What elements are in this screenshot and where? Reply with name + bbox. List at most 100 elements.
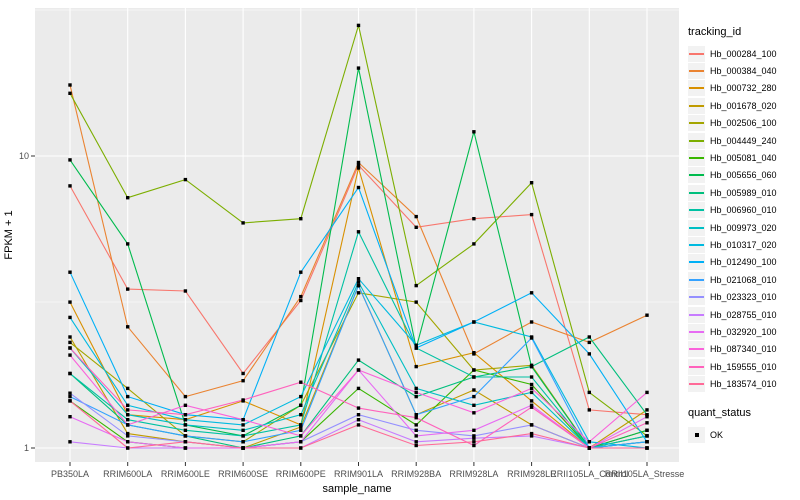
data-point <box>183 403 188 407</box>
legend-key-swatch <box>688 63 705 80</box>
legend-line-icon <box>689 157 704 160</box>
data-point <box>356 368 361 372</box>
data-point <box>183 394 188 399</box>
data-point <box>645 413 649 417</box>
x-tick-label: RRIM600LA <box>103 469 152 479</box>
data-point <box>356 291 361 295</box>
data-point <box>356 23 361 28</box>
data-point <box>183 434 188 438</box>
data-point <box>299 446 303 450</box>
legend-key-swatch <box>688 323 705 340</box>
data-point <box>414 434 418 438</box>
x-tick-label: RRIM928BA <box>391 469 441 479</box>
y-axis-title: FPKM + 1 <box>3 210 15 259</box>
data-point <box>529 181 534 185</box>
legend-item: Hb_183574_010 <box>688 375 800 393</box>
data-point <box>68 371 72 376</box>
legend-item: Hb_004449_240 <box>688 132 800 149</box>
data-point <box>126 287 130 291</box>
legend-item-label: Hb_001678_020 <box>710 100 777 111</box>
legend-item-label: Hb_000732_280 <box>710 83 777 94</box>
data-point <box>414 225 418 229</box>
legend-item-label: Hb_005989_010 <box>710 187 777 198</box>
series-points <box>68 23 649 450</box>
data-point <box>414 416 418 420</box>
data-point <box>414 214 418 219</box>
legend-key-swatch <box>688 376 705 393</box>
data-point <box>183 413 188 417</box>
data-point <box>299 217 303 221</box>
legend-item: Hb_012490_100 <box>688 254 800 271</box>
legend-item-label: OK <box>710 429 724 440</box>
data-point <box>645 390 649 395</box>
data-point <box>68 391 72 395</box>
data-point <box>241 379 245 383</box>
legend-item: Hb_032920_100 <box>688 323 800 340</box>
data-point <box>241 440 245 444</box>
data-point <box>645 446 649 450</box>
legend-item: Hb_009973_020 <box>688 219 800 236</box>
data-point <box>414 390 418 395</box>
x-tick-label: RRIM928LA <box>449 469 498 479</box>
data-point <box>126 242 130 246</box>
data-point <box>299 413 303 417</box>
legend-key-swatch <box>688 271 705 288</box>
x-tick-label: PB350LA <box>51 469 89 479</box>
legend-key-swatch <box>688 254 705 271</box>
legend-line-icon <box>689 174 704 177</box>
data-point <box>68 158 72 162</box>
data-point <box>241 221 245 225</box>
data-point <box>183 446 188 450</box>
legend-item-label: Hb_032920_100 <box>710 326 777 337</box>
data-point <box>529 434 534 438</box>
data-point <box>299 428 303 432</box>
legend-item: Hb_000384_040 <box>688 62 800 80</box>
x-tick-label: RRII105LA_Control <box>550 469 628 479</box>
data-point <box>126 403 130 407</box>
data-point <box>299 434 303 438</box>
data-point <box>126 386 130 391</box>
legend-key-swatch <box>688 341 705 358</box>
data-point <box>356 160 361 165</box>
legend-item-label: Hb_006960_010 <box>710 205 777 216</box>
data-point <box>241 398 245 402</box>
data-point <box>68 353 72 357</box>
legend-key-swatch <box>688 167 705 184</box>
legend-item-label: Hb_005081_040 <box>710 153 777 164</box>
legend-item-label: Hb_159555_010 <box>710 361 777 372</box>
legend-item-label: Hb_021068_010 <box>710 274 777 285</box>
legend-item-label: Hb_005656_060 <box>710 170 777 181</box>
data-point <box>183 289 188 293</box>
legend-line-icon <box>689 139 704 142</box>
data-point <box>414 346 418 350</box>
legend-line-icon <box>689 296 704 299</box>
data-point <box>645 313 649 317</box>
legend-item-label: Hb_023323_010 <box>710 292 777 303</box>
legend-panel: tracking_id Hb_000284_100 Hb_000384_040 Hb… <box>688 26 800 443</box>
legend-item: Hb_005081_040 <box>688 149 800 167</box>
data-point <box>529 364 534 369</box>
legend-item: Hb_006960_010 <box>688 202 800 219</box>
data-point <box>587 440 591 444</box>
data-point <box>68 415 72 419</box>
legend-key-swatch <box>688 219 705 236</box>
legend-key-swatch <box>688 150 705 167</box>
data-point <box>529 382 534 387</box>
data-point <box>645 428 649 432</box>
legend-key-swatch <box>688 97 705 114</box>
legend-line-icon <box>689 365 704 368</box>
data-point <box>126 325 130 329</box>
data-point <box>126 394 130 399</box>
data-point <box>645 408 649 412</box>
data-point <box>183 177 188 182</box>
legend-title-quant-status: quant_status <box>688 406 751 419</box>
data-point <box>126 431 130 436</box>
x-tick-label: RRIM901LA <box>334 469 383 479</box>
legend-item-label: Hb_028755_010 <box>710 309 777 320</box>
legend-line-icon <box>689 261 704 264</box>
data-point <box>414 300 418 304</box>
data-point <box>299 380 303 384</box>
data-point <box>68 315 72 320</box>
data-point <box>472 394 476 399</box>
data-point <box>68 340 72 345</box>
